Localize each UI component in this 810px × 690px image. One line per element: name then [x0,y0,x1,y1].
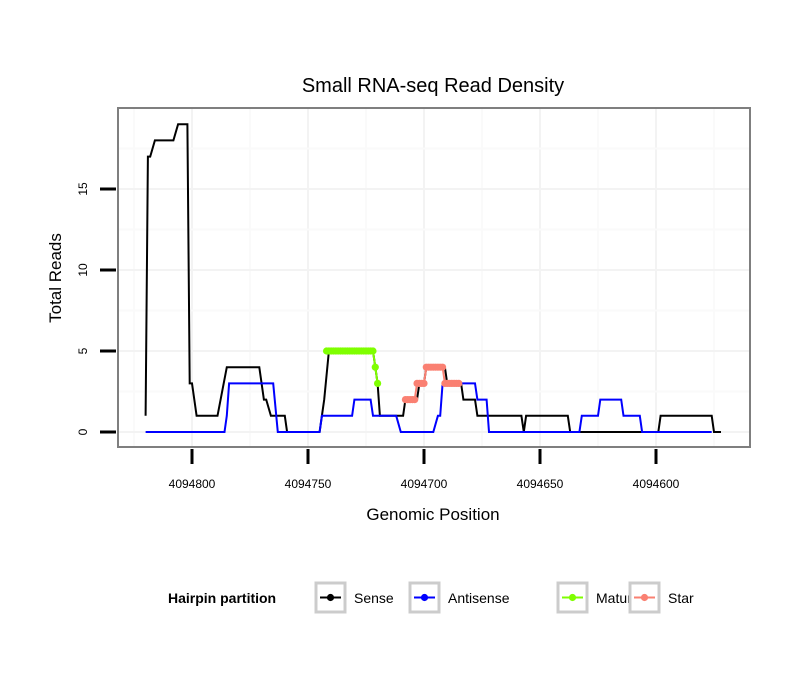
x-tick-label: 4094600 [633,477,680,491]
legend-key-point [568,593,577,602]
y-tick-label: 10 [76,263,90,277]
legend-key-point [420,593,429,602]
plot-border [117,107,751,448]
y-tick-label: 0 [76,428,90,435]
x-axis: 4094800 4094750 4094700 4094650 4094600 [169,449,680,491]
mature-point [371,363,379,371]
x-tick-label: 4094650 [517,477,564,491]
legend-label: Star [668,590,694,606]
star-point [411,396,419,404]
mature-point [374,379,382,387]
series-star [401,363,463,404]
y-axis: 0 5 10 15 [76,182,116,435]
chart-title: Small RNA-seq Read Density [302,75,564,97]
legend-item-mature: Mature [556,581,640,614]
mature-point [369,347,377,355]
x-tick-label: 4094700 [401,477,448,491]
series-antisense-line [145,382,712,433]
plot-panel [117,107,751,448]
y-tick-label: 5 [76,347,90,354]
legend-label: Sense [354,590,394,606]
star-point [420,379,428,387]
star-point [438,363,447,371]
star-point [455,379,463,387]
x-tick-label: 4094800 [169,477,216,491]
y-axis-title: Total Reads [46,233,65,323]
series-mature [322,347,382,387]
legend-label: Antisense [448,590,510,606]
series-layer [144,123,721,433]
legend-item-antisense: Antisense [408,581,510,614]
x-axis-title: Genomic Position [366,505,499,524]
legend-entries: Sense Antisense Mature Star [314,581,694,614]
grid [118,108,750,447]
legend-item-star: Star [628,581,694,614]
y-tick-label: 15 [76,182,90,196]
legend-item-sense: Sense [314,581,394,614]
legend-title: Hairpin partition [168,590,276,606]
legend-key-point [326,593,335,602]
legend: Hairpin partition Sense Antisense Mature St… [168,581,694,614]
x-tick-label: 4094750 [285,477,332,491]
legend-key-point [640,593,649,602]
